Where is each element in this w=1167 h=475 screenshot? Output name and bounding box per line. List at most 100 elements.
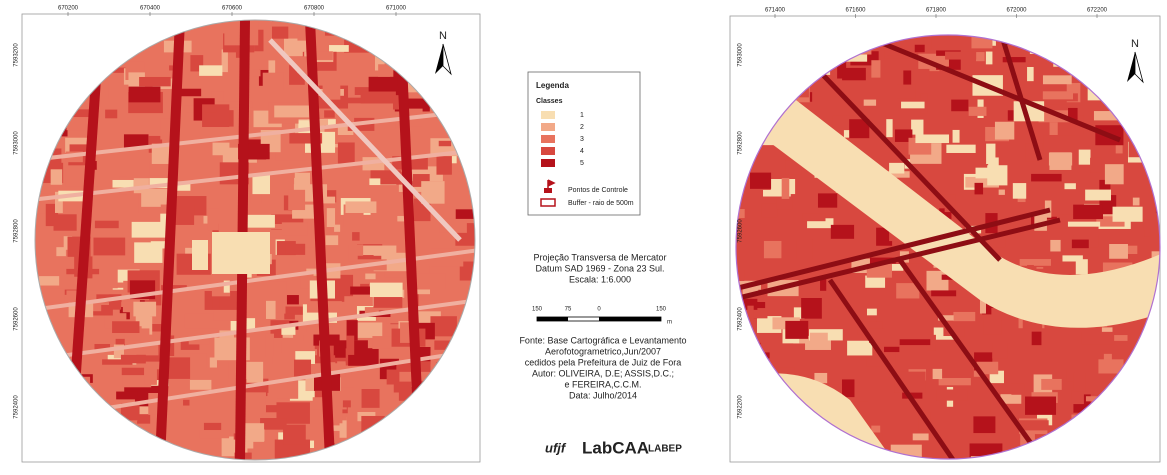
- parcel: [939, 378, 971, 385]
- parcel: [451, 122, 486, 144]
- parcel: [741, 47, 761, 65]
- parcel: [1150, 144, 1167, 165]
- parcel: [199, 430, 229, 438]
- parcel: [266, 301, 276, 319]
- legend-label: 1: [580, 112, 584, 119]
- parcel: [818, 193, 837, 207]
- parcel: [913, 69, 929, 82]
- parcel: [199, 65, 222, 76]
- parcel: [785, 44, 802, 62]
- coordinate-label: 7592400: [14, 395, 20, 419]
- parcel: [116, 392, 137, 400]
- parcel: [945, 52, 976, 60]
- parcel: [67, 394, 82, 404]
- parcel: [132, 40, 139, 47]
- parcel: [1043, 135, 1075, 154]
- parcel: [244, 429, 265, 441]
- source-text: Autor: OLIVEIRA, D.E; ASSIS,D.C.;: [532, 368, 674, 378]
- scale-label: 75: [565, 307, 572, 313]
- parcel: [946, 145, 975, 153]
- north-label: N: [439, 30, 447, 42]
- parcel: [1151, 312, 1167, 332]
- parcel: [431, 416, 447, 428]
- parcel: [77, 429, 98, 449]
- parcel: [120, 18, 127, 35]
- parcel: [784, 60, 807, 77]
- parcel: [457, 333, 491, 343]
- parcel: [349, 38, 379, 47]
- parcel: [1073, 373, 1085, 392]
- parcel: [1142, 76, 1157, 83]
- parcel: [805, 445, 833, 458]
- parcel: [99, 266, 118, 288]
- parcel: [326, 235, 338, 245]
- parcel: [1079, 418, 1091, 438]
- parcel: [112, 321, 139, 333]
- parcel: [379, 437, 404, 459]
- parcel: [995, 122, 1014, 140]
- legend-swatch: [541, 123, 555, 131]
- parcel: [460, 369, 472, 378]
- parcel: [1156, 464, 1167, 470]
- parcel: [93, 238, 125, 256]
- parcel: [738, 453, 757, 463]
- north-label: N: [1131, 38, 1139, 50]
- parcel: [1114, 381, 1143, 389]
- parcel: [1031, 174, 1062, 182]
- parcel: [1164, 288, 1167, 295]
- parcel: [207, 209, 218, 231]
- parcel: [936, 389, 967, 400]
- parcel: [31, 74, 49, 79]
- parcel: [871, 60, 880, 77]
- parcel: [802, 213, 825, 221]
- parcel: [294, 173, 310, 185]
- parcel: [477, 107, 502, 120]
- projection-text: Escala: 1:6.000: [569, 274, 631, 284]
- legend-swatch: [541, 111, 555, 119]
- legend-label: 4: [580, 148, 584, 155]
- parcel: [747, 392, 758, 398]
- square: [192, 240, 208, 270]
- parcel: [48, 51, 74, 63]
- parcel: [460, 40, 468, 50]
- parcel: [1079, 150, 1091, 165]
- source-text: Aerofotogrametrico,Jun/2007: [545, 346, 661, 356]
- parcel: [154, 20, 167, 26]
- parcel: [813, 52, 843, 61]
- parcel: [434, 341, 456, 350]
- parcel: [88, 390, 95, 411]
- parcel: [408, 65, 421, 82]
- map-layout: 6702006704006706006708006710007593200759…: [0, 0, 1167, 470]
- parcel: [370, 460, 401, 466]
- north-arrow: [443, 44, 451, 74]
- parcel: [272, 16, 288, 38]
- parcel: [1064, 183, 1075, 189]
- parcel: [161, 17, 192, 26]
- parcel: [987, 165, 1007, 185]
- square: [212, 232, 270, 274]
- parcel: [213, 143, 230, 156]
- parcel: [423, 75, 443, 87]
- parcel: [450, 390, 482, 403]
- parcel: [1041, 379, 1061, 390]
- parcel: [886, 119, 892, 137]
- parcel: [764, 104, 779, 110]
- north-arrow: [1135, 52, 1143, 82]
- parcel: [46, 288, 64, 302]
- parcel: [463, 384, 498, 405]
- parcel: [434, 382, 449, 400]
- coordinate-label: 7592600: [738, 219, 744, 243]
- parcel: [204, 107, 216, 113]
- parcel: [1115, 403, 1139, 412]
- parcel: [1163, 207, 1167, 226]
- buffer-icon: [541, 199, 555, 206]
- parcel: [901, 102, 924, 109]
- parcel: [1111, 420, 1133, 433]
- parcel: [471, 396, 497, 411]
- parcel: [913, 433, 929, 440]
- parcel: [1160, 331, 1167, 346]
- parcel: [758, 407, 766, 418]
- parcel: [370, 283, 403, 297]
- parcel: [1126, 461, 1135, 470]
- parcel: [144, 366, 157, 385]
